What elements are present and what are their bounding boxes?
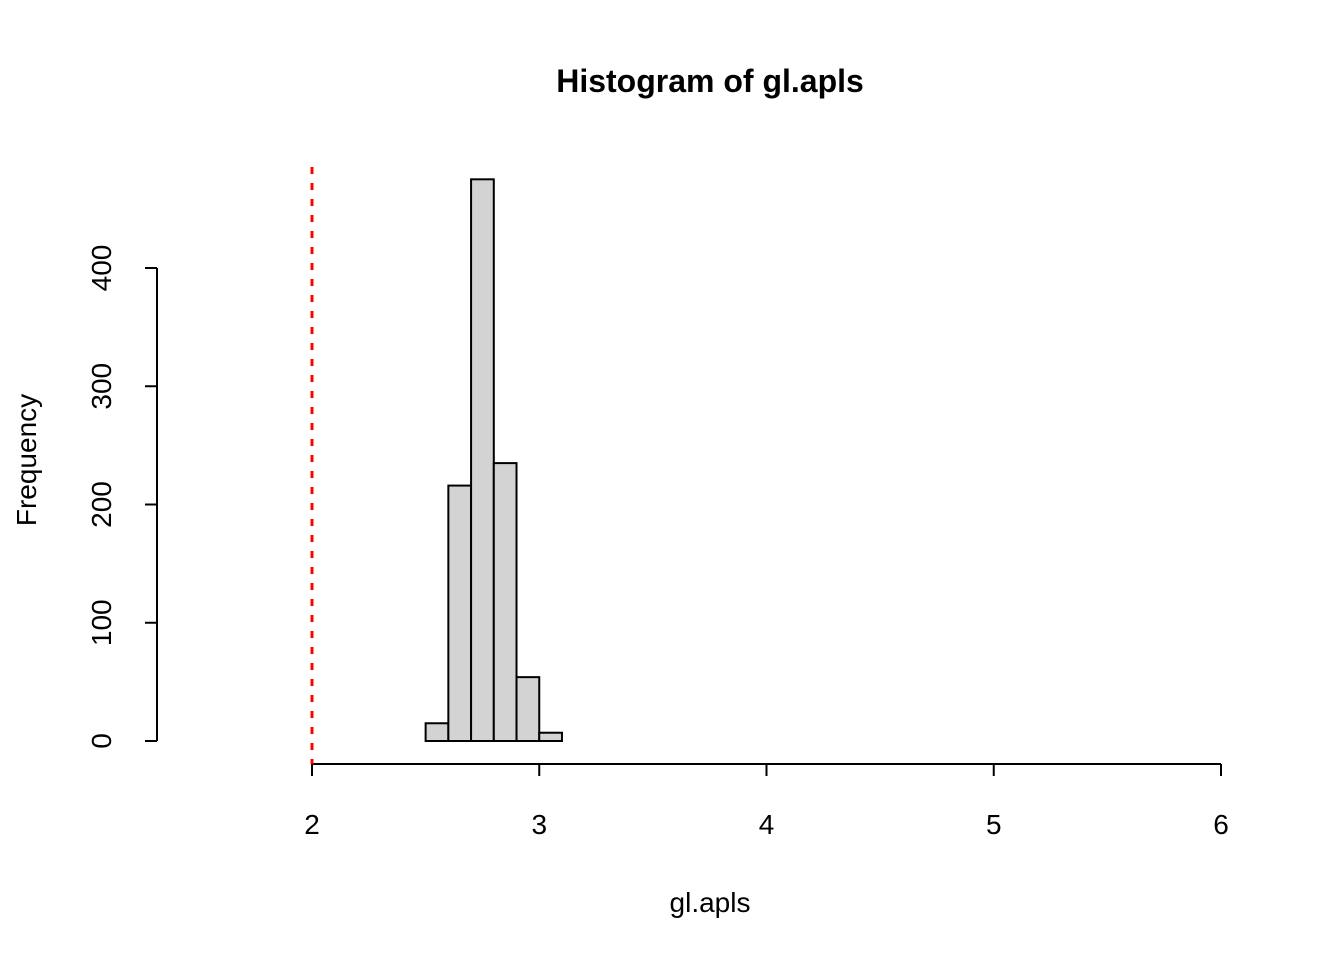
x-tick-label: 4 [759, 809, 775, 840]
x-tick-label: 5 [986, 809, 1002, 840]
y-axis: 0 100 200 300 400 [86, 245, 158, 749]
histogram-bar [424, 722, 450, 743]
y-tick-label: 400 [86, 245, 117, 292]
y-tick-label: 300 [86, 363, 117, 410]
y-tick-label: 100 [86, 599, 117, 646]
histogram-bar [447, 484, 473, 742]
x-tick-label: 3 [531, 809, 547, 840]
x-axis-label: gl.apls [670, 887, 751, 918]
histogram-bar [470, 178, 495, 742]
x-tick-label: 6 [1213, 809, 1229, 840]
chart-title: Histogram of gl.apls [556, 63, 864, 99]
bars-group [424, 178, 563, 743]
y-tick-label: 200 [86, 481, 117, 528]
histogram-bar [515, 676, 541, 743]
x-axis: 2 3 4 5 6 [304, 763, 1229, 840]
histogram-bar [492, 462, 518, 742]
y-axis-label: Frequency [11, 394, 42, 526]
y-tick-label: 0 [86, 733, 117, 749]
x-tick-label: 2 [304, 809, 320, 840]
histogram-bar [538, 731, 563, 742]
